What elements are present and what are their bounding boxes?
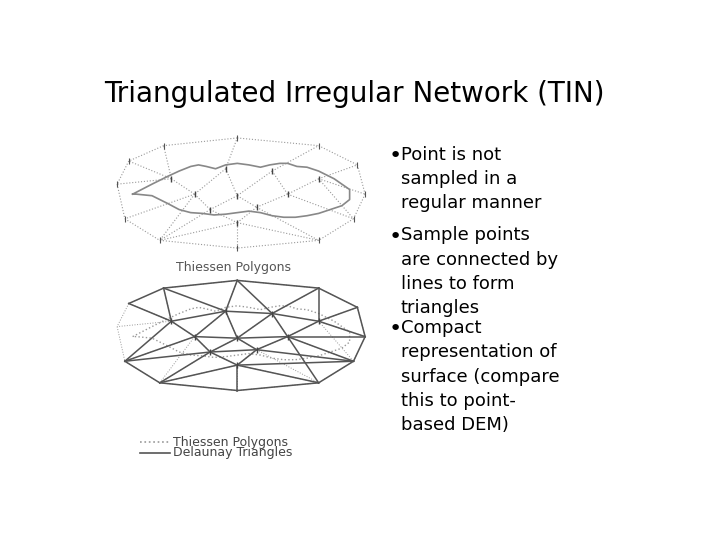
Text: Triangulated Irregular Network (TIN): Triangulated Irregular Network (TIN) [104, 80, 605, 108]
Text: Delaunay Triangles: Delaunay Triangles [173, 447, 292, 460]
Text: •: • [388, 146, 402, 166]
Text: •: • [388, 319, 402, 339]
Text: Compact
representation of
surface (compare
this to point-
based DEM): Compact representation of surface (compa… [401, 319, 559, 434]
Text: Thiessen Polygons: Thiessen Polygons [176, 261, 291, 274]
Text: Thiessen Polygons: Thiessen Polygons [173, 436, 288, 449]
Text: •: • [388, 226, 402, 246]
Text: Point is not
sampled in a
regular manner: Point is not sampled in a regular manner [401, 146, 541, 212]
Text: Sample points
are connected by
lines to form
triangles: Sample points are connected by lines to … [401, 226, 558, 318]
